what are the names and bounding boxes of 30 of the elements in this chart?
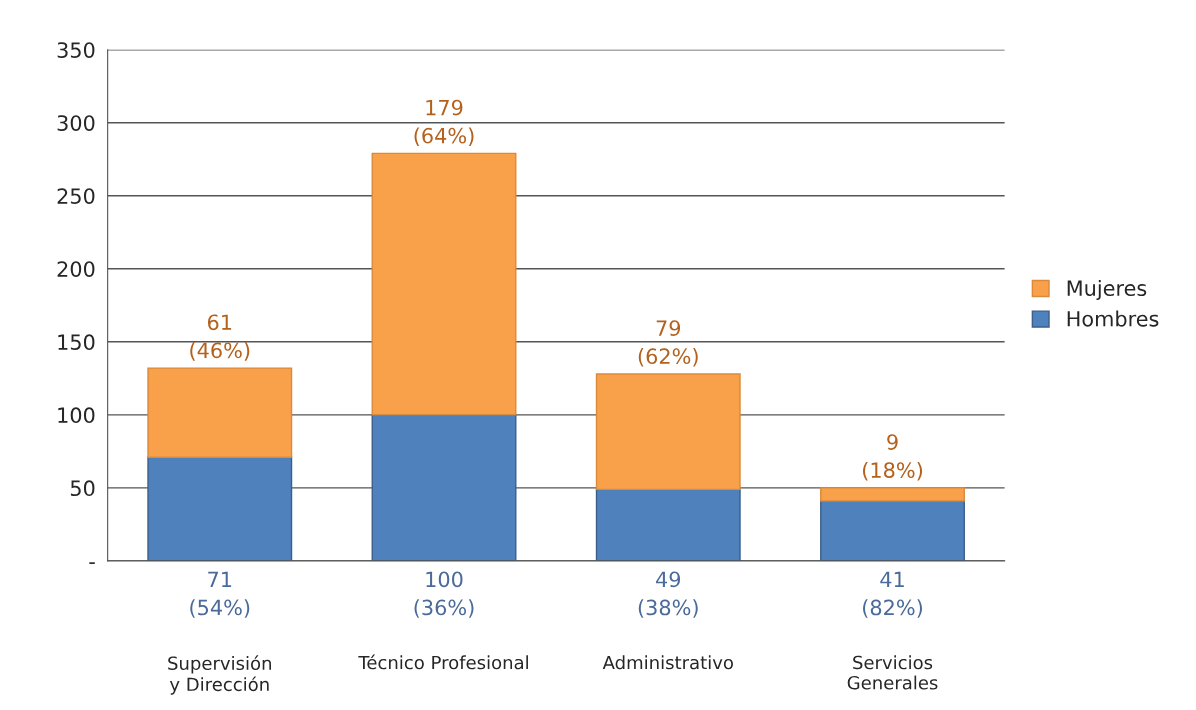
y-tick-label: 50 (70, 480, 95, 497)
legend-label: Hombres (1067, 310, 1159, 327)
y-tick-label: 100 (58, 407, 95, 424)
bar (595, 373, 741, 491)
data-label: 100 (36%) (414, 571, 474, 618)
data-label: 49 (38%) (638, 571, 698, 618)
legend-label: Mujeres (1067, 279, 1147, 301)
x-tick-label: Servicios Generales (847, 655, 938, 690)
bar (147, 456, 293, 561)
y-tick-label: 250 (57, 188, 95, 204)
data-label: 9 (18%) (863, 434, 923, 481)
data-label: 179 (64%) (414, 99, 474, 146)
bar (147, 367, 293, 458)
y-tick-label: - (89, 562, 95, 564)
y-tick-label: 150 (58, 334, 95, 351)
y-tick-label: 350 (57, 42, 95, 58)
bar (820, 500, 965, 561)
data-label: 79 (62%) (638, 320, 698, 367)
bar (820, 487, 965, 502)
bar (595, 488, 741, 561)
x-tick-label: Administrativo (602, 655, 733, 670)
data-label: 61 (46%) (190, 314, 250, 361)
data-label: 71 (54%) (190, 571, 250, 618)
bar (371, 152, 517, 416)
y-tick-label: 200 (57, 261, 95, 277)
y-tick-label: 300 (57, 115, 95, 131)
bar (371, 414, 517, 561)
x-tick-label: Técnico Profesional (358, 654, 528, 670)
x-tick-label: Supervisión y Dirección (168, 655, 271, 695)
data-label: 41 (82%) (863, 571, 923, 618)
